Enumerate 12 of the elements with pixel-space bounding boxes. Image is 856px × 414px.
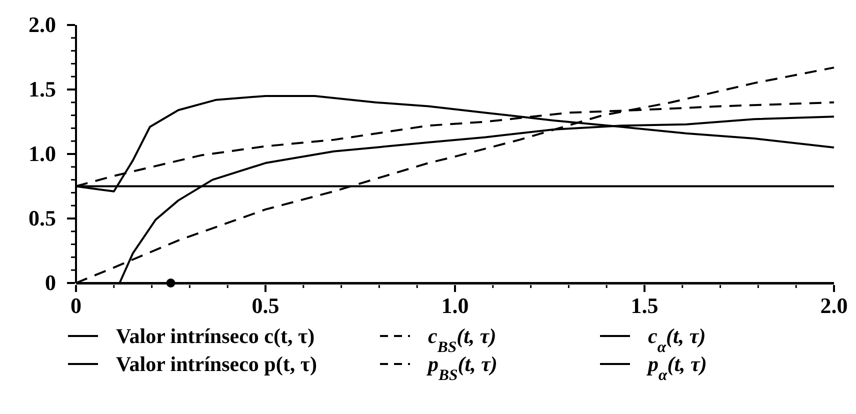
x-tick-label: 1.0 (441, 293, 469, 318)
x-tick-label: 0 (70, 293, 82, 318)
legend-label: Valor intrínseco p(t, τ) (116, 352, 318, 376)
y-tick-label: 0 (45, 270, 56, 295)
x-tick-label: 0.5 (252, 293, 280, 318)
x-tick-label: 2.0 (820, 293, 848, 318)
legend-label: Valor intrínseco c(t, τ) (116, 324, 315, 348)
y-tick-label: 1.5 (28, 76, 56, 102)
x-tick-label: 1.5 (630, 293, 658, 318)
y-tick-label: 2.0 (28, 12, 56, 37)
y-tick-label: 1.0 (28, 141, 56, 166)
y-tick-label: 0.5 (28, 206, 56, 230)
